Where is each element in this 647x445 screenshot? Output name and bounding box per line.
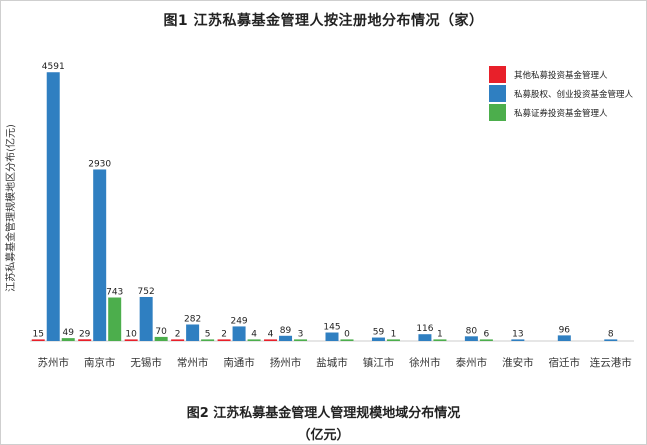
bar-1 [217, 339, 231, 341]
bar-2 [557, 335, 571, 341]
bar-2 [325, 332, 339, 341]
data-label: 4591 [42, 62, 65, 72]
data-label: 1 [437, 329, 443, 339]
chart-title: 图1 江苏私募基金管理人按注册地分布情况（家） [163, 13, 484, 29]
bar-3 [61, 338, 75, 341]
bar-3 [294, 339, 308, 341]
data-label: 29 [79, 329, 91, 339]
x-tick-label: 宿迁市 [549, 356, 581, 369]
data-label: 3 [298, 329, 304, 339]
bar-3 [201, 339, 215, 341]
x-tick-label: 镇江市 [363, 356, 395, 369]
data-label: 80 [466, 326, 478, 336]
data-label: 49 [63, 328, 75, 338]
legend-label: 其他私募投资基金管理人 [514, 70, 608, 81]
data-label: 96 [559, 325, 571, 335]
data-label: 743 [106, 288, 123, 298]
bar-3 [479, 339, 493, 341]
bar-2 [464, 336, 478, 341]
x-tick-label: 扬州市 [270, 356, 302, 369]
bar-2 [186, 324, 200, 341]
data-label: 752 [138, 287, 155, 297]
bar-3 [247, 339, 261, 341]
bar-2 [139, 296, 153, 341]
caption-line-2: （亿元） [297, 428, 350, 443]
bar-1 [171, 339, 185, 341]
data-label: 5 [205, 329, 211, 339]
data-label: 0 [344, 329, 350, 339]
x-tick-label: 常州市 [177, 356, 209, 369]
legend-swatch [489, 85, 506, 102]
x-tick-label: 徐州市 [409, 356, 441, 369]
x-tick-label: 泰州市 [456, 356, 488, 369]
data-label: 2 [175, 329, 181, 339]
x-tick-label: 淮安市 [502, 356, 534, 369]
x-tick-label: 南京市 [84, 356, 116, 369]
bar-1 [124, 339, 138, 341]
legend-label: 私募股权、创业投资基金管理人 [514, 89, 634, 100]
bar-2 [511, 339, 525, 341]
legend-swatch [489, 66, 506, 83]
data-label: 2 [221, 329, 227, 339]
data-label: 10 [125, 329, 137, 339]
data-label: 6 [484, 329, 490, 339]
data-label: 15 [33, 329, 44, 339]
bar-1 [78, 339, 92, 341]
bar-3 [154, 336, 168, 341]
bar-2 [279, 335, 293, 341]
data-label: 249 [230, 316, 247, 326]
data-label: 282 [184, 314, 201, 324]
bar-2 [418, 334, 432, 341]
data-label: 145 [323, 323, 340, 333]
bar-3 [108, 297, 122, 341]
legend-label: 私募证券投资基金管理人 [514, 108, 608, 119]
bar-1 [264, 339, 278, 341]
data-label: 59 [373, 328, 385, 338]
legend-swatch [489, 104, 506, 121]
bar-2 [232, 326, 246, 341]
data-label: 89 [280, 326, 292, 336]
bar-1 [31, 339, 45, 341]
bar-3 [386, 339, 400, 341]
bar-3 [433, 339, 447, 341]
x-tick-label: 盐城市 [316, 356, 348, 369]
data-label: 4 [251, 329, 257, 339]
x-tick-label: 苏州市 [37, 356, 69, 369]
data-label: 1 [391, 329, 397, 339]
x-tick-label: 无锡市 [130, 356, 162, 369]
data-label: 2930 [88, 159, 111, 169]
data-label: 4 [268, 329, 274, 339]
bar-2 [371, 337, 385, 341]
data-label: 70 [155, 327, 167, 337]
caption-line-1: 图2 江苏私募基金管理人管理规模地域分布情况 [186, 406, 461, 421]
bar-2 [46, 72, 60, 342]
bar-2 [604, 339, 618, 341]
x-tick-label: 南通市 [223, 356, 255, 369]
x-tick-label: 连云港市 [590, 356, 632, 369]
data-label: 116 [416, 324, 433, 334]
data-label: 13 [512, 329, 523, 339]
y-axis-label: 江苏私募基金管理规模地区分布(亿元) [4, 124, 17, 292]
bar-3 [340, 339, 354, 341]
data-label: 8 [608, 329, 614, 339]
bar-2 [93, 169, 107, 341]
